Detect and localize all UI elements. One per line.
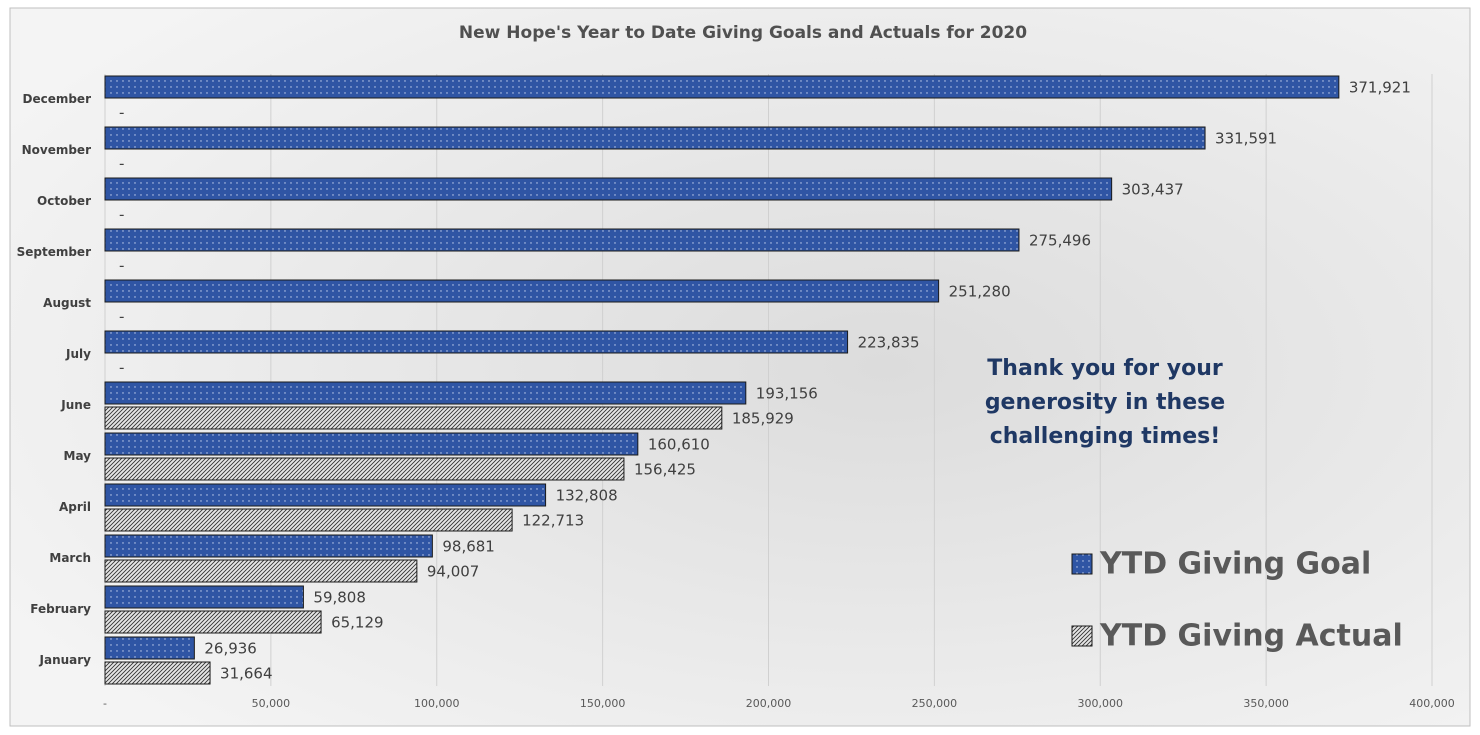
y-tick-label: September [17,245,91,259]
bar [104,432,639,456]
legend-swatch [1071,553,1093,575]
bar [104,228,1020,252]
value-label: - [119,359,124,377]
bar [104,177,1113,201]
bar [104,483,547,507]
value-label: 94,007 [427,563,480,581]
bar [104,279,940,303]
x-tick-label: 350,000 [1243,697,1289,710]
annotation: generosity in these [985,390,1225,415]
x-tick-label: 400,000 [1409,697,1455,710]
bar [104,75,1340,99]
y-tick-label: December [22,92,91,106]
bar [104,610,322,634]
value-label: - [119,155,124,173]
value-label: 59,808 [313,589,366,607]
bar [104,406,723,430]
bar [104,381,747,405]
bar [104,559,418,583]
x-tick-label: 200,000 [746,697,792,710]
y-tick-label: October [37,194,91,208]
value-label: 223,835 [858,334,920,352]
bar [104,457,625,481]
bar [104,330,849,354]
x-tick-label: 300,000 [1078,697,1124,710]
x-tick-label: 100,000 [414,697,460,710]
annotation: challenging times! [990,424,1221,449]
value-label: 185,929 [732,410,794,428]
value-label: 371,921 [1349,79,1411,97]
y-tick-label: June [60,398,91,412]
legend-label: YTD Giving Actual [1099,619,1403,654]
bar [104,585,304,609]
y-tick-label: July [65,347,91,361]
annotation: Thank you for your [987,356,1223,381]
value-label: 303,437 [1122,181,1184,199]
value-label: 31,664 [220,665,273,683]
value-label: 331,591 [1215,130,1277,148]
value-label: 26,936 [204,640,256,658]
x-tick-label: 50,000 [252,697,291,710]
bar [104,508,513,532]
y-tick-label: March [49,551,91,565]
value-label: 156,425 [634,461,696,479]
x-tick-label: 250,000 [912,697,958,710]
x-tick-label: - [103,697,107,710]
y-tick-label: February [30,602,91,616]
value-label: - [119,308,124,326]
legend-label: YTD Giving Goal [1099,547,1371,582]
bar [104,636,195,660]
y-tick-label: April [59,500,91,514]
value-label: 251,280 [949,283,1011,301]
value-label: 132,808 [556,487,618,505]
y-tick-label: August [43,296,91,310]
value-label: 122,713 [522,512,584,530]
legend-swatch [1071,625,1093,647]
y-tick-label: January [39,653,92,667]
x-tick-label: 150,000 [580,697,626,710]
chart-title: New Hope's Year to Date Giving Goals and… [459,23,1027,43]
value-label: - [119,206,124,224]
bar [104,126,1206,150]
value-label: 98,681 [442,538,495,556]
bar [104,661,211,685]
value-label: 160,610 [648,436,710,454]
value-label: 275,496 [1029,232,1091,250]
y-tick-label: May [64,449,92,463]
value-label: 193,156 [756,385,818,403]
bar [104,534,433,558]
value-label: - [119,257,124,275]
y-tick-label: November [22,143,91,157]
value-label: - [119,104,124,122]
value-label: 65,129 [331,614,384,632]
